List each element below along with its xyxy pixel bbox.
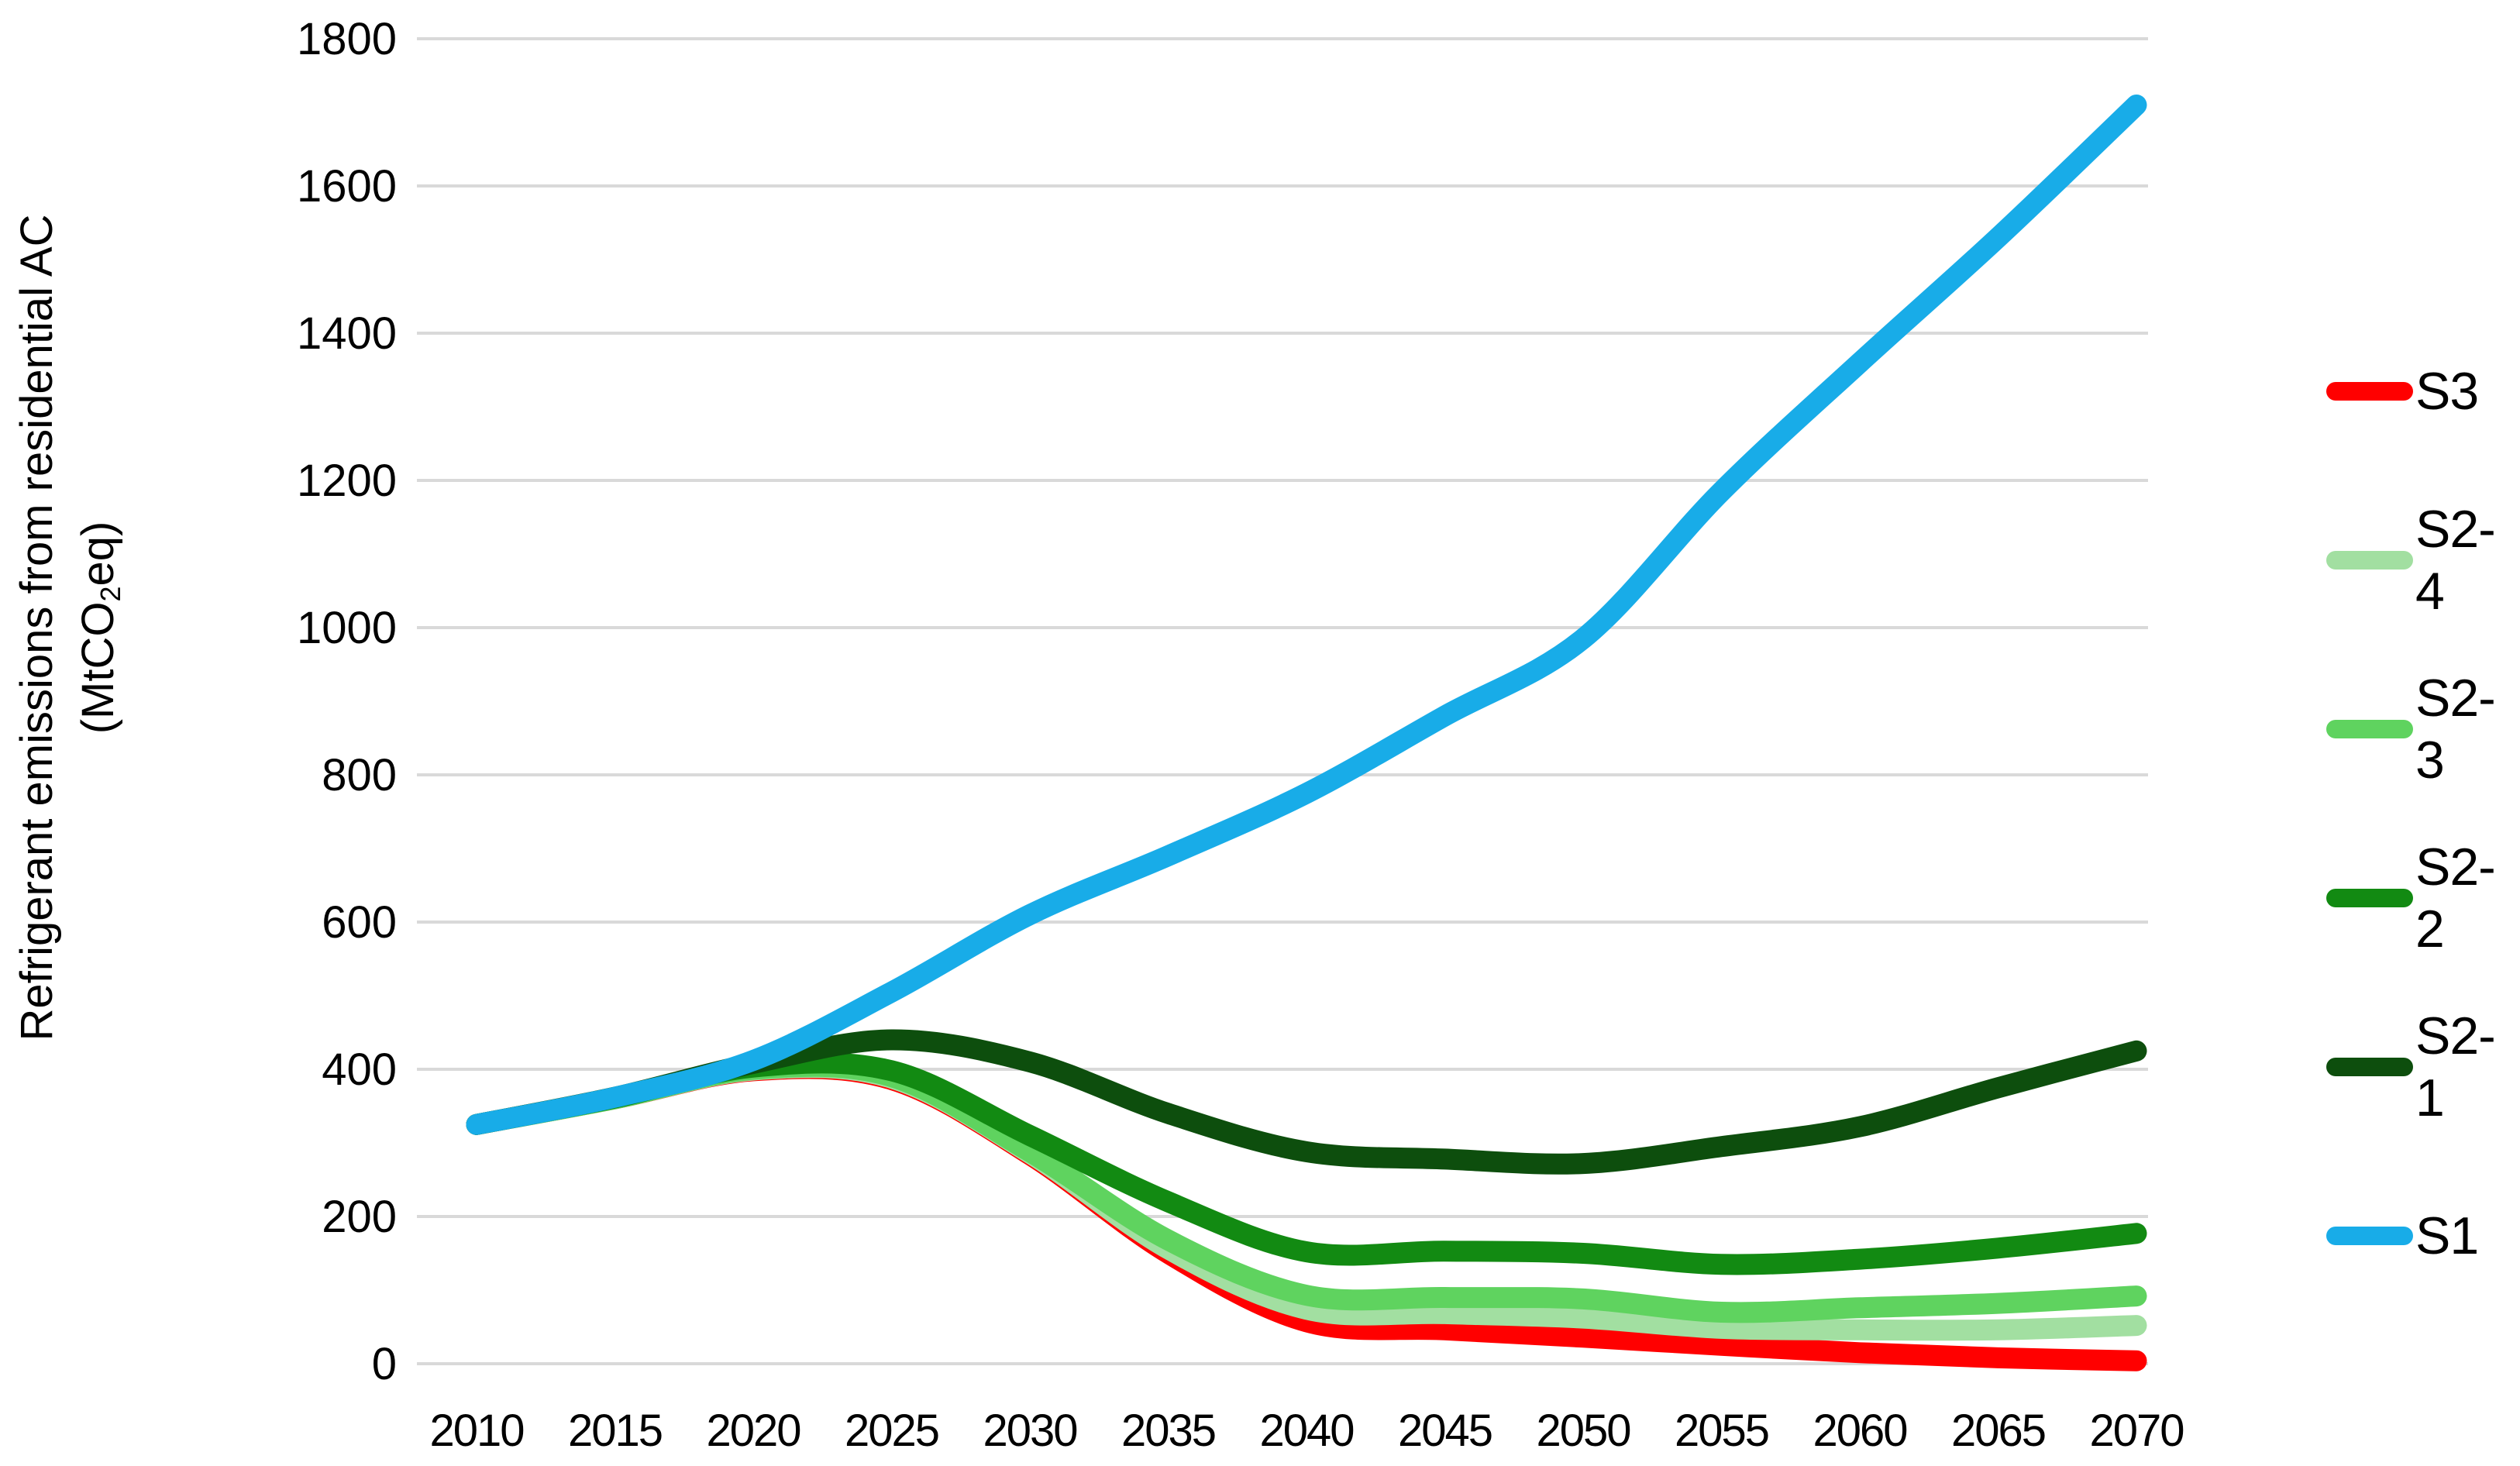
x-tick-label-2015: 2015 bbox=[568, 1406, 662, 1456]
x-tick-label-2030: 2030 bbox=[983, 1406, 1076, 1456]
y-axis-unit-pre: (MtCO bbox=[73, 601, 124, 735]
y-axis-unit-post: eq) bbox=[73, 521, 124, 587]
legend-swatch-S3 bbox=[2326, 382, 2413, 401]
legend-item-S2-3: S2-3 bbox=[2326, 669, 2520, 790]
legend-label-S2-1: S2-1 bbox=[2415, 1007, 2496, 1127]
x-tick-label-2010: 2010 bbox=[429, 1406, 523, 1456]
x-tick-label-2050: 2050 bbox=[1536, 1406, 1630, 1456]
y-tick-label-1800: 1800 bbox=[297, 14, 397, 64]
x-tick-label-2060: 2060 bbox=[1813, 1406, 1906, 1456]
series-line-S2-3 bbox=[466, 1055, 2147, 1323]
legend-item-S2-4: S2-4 bbox=[2326, 500, 2520, 621]
legend-label-S3: S3 bbox=[2415, 362, 2479, 421]
y-tick-label-1400: 1400 bbox=[297, 308, 397, 359]
y-tick-label-800: 800 bbox=[322, 750, 397, 800]
y-tick-label-400: 400 bbox=[322, 1044, 397, 1095]
legend-label-S2-2: S2-2 bbox=[2415, 838, 2496, 958]
legend-label-S2-4: S2-4 bbox=[2415, 500, 2496, 621]
legend-swatch-S2-4 bbox=[2326, 551, 2413, 570]
legend-item-S2-1: S2-1 bbox=[2326, 1007, 2520, 1127]
y-tick-label-0: 0 bbox=[372, 1339, 397, 1389]
series-line-S2-1 bbox=[466, 1029, 2147, 1175]
y-tick-label-1000: 1000 bbox=[297, 603, 397, 653]
x-tick-label-2020: 2020 bbox=[706, 1406, 800, 1456]
x-tick-label-2040: 2040 bbox=[1259, 1406, 1353, 1456]
x-tick-label-2055: 2055 bbox=[1675, 1406, 1768, 1456]
y-tick-label-600: 600 bbox=[322, 897, 397, 948]
x-tick-label-2065: 2065 bbox=[1951, 1406, 2045, 1456]
series-line-S1 bbox=[466, 95, 2147, 1135]
y-tick-label-200: 200 bbox=[322, 1192, 397, 1242]
legend-swatch-S1 bbox=[2326, 1227, 2413, 1245]
legend-item-S2-2: S2-2 bbox=[2326, 838, 2520, 958]
y-axis-unit-sub: 2 bbox=[94, 586, 126, 602]
x-tick-label-2025: 2025 bbox=[845, 1406, 938, 1456]
y-tick-label-1600: 1600 bbox=[297, 161, 397, 212]
x-tick-label-2045: 2045 bbox=[1398, 1406, 1492, 1456]
legend-swatch-S2-3 bbox=[2326, 720, 2413, 738]
legend-item-S1: S1 bbox=[2326, 1205, 2479, 1267]
series-line-S2-2 bbox=[466, 1052, 2147, 1275]
legend-item-S3: S3 bbox=[2326, 360, 2479, 422]
x-tick-label-2035: 2035 bbox=[1121, 1406, 1215, 1456]
y-axis-title-text: Refrigerant emissions from residential A… bbox=[12, 214, 63, 1041]
y-axis-title: Refrigerant emissions from residential A… bbox=[6, 23, 141, 1232]
x-tick-label-2070: 2070 bbox=[2089, 1406, 2183, 1456]
legend-swatch-S2-1 bbox=[2326, 1058, 2413, 1076]
chart-legend: S3 S2-4 S2-3 S2-2 S2-1 S1 bbox=[2326, 0, 2520, 1466]
legend-label-S2-3: S2-3 bbox=[2415, 669, 2496, 790]
y-tick-label-1200: 1200 bbox=[297, 456, 397, 506]
legend-label-S1: S1 bbox=[2415, 1206, 2479, 1265]
legend-swatch-S2-2 bbox=[2326, 889, 2413, 907]
y-axis-unit: (MtCO2eq) bbox=[67, 23, 141, 1232]
